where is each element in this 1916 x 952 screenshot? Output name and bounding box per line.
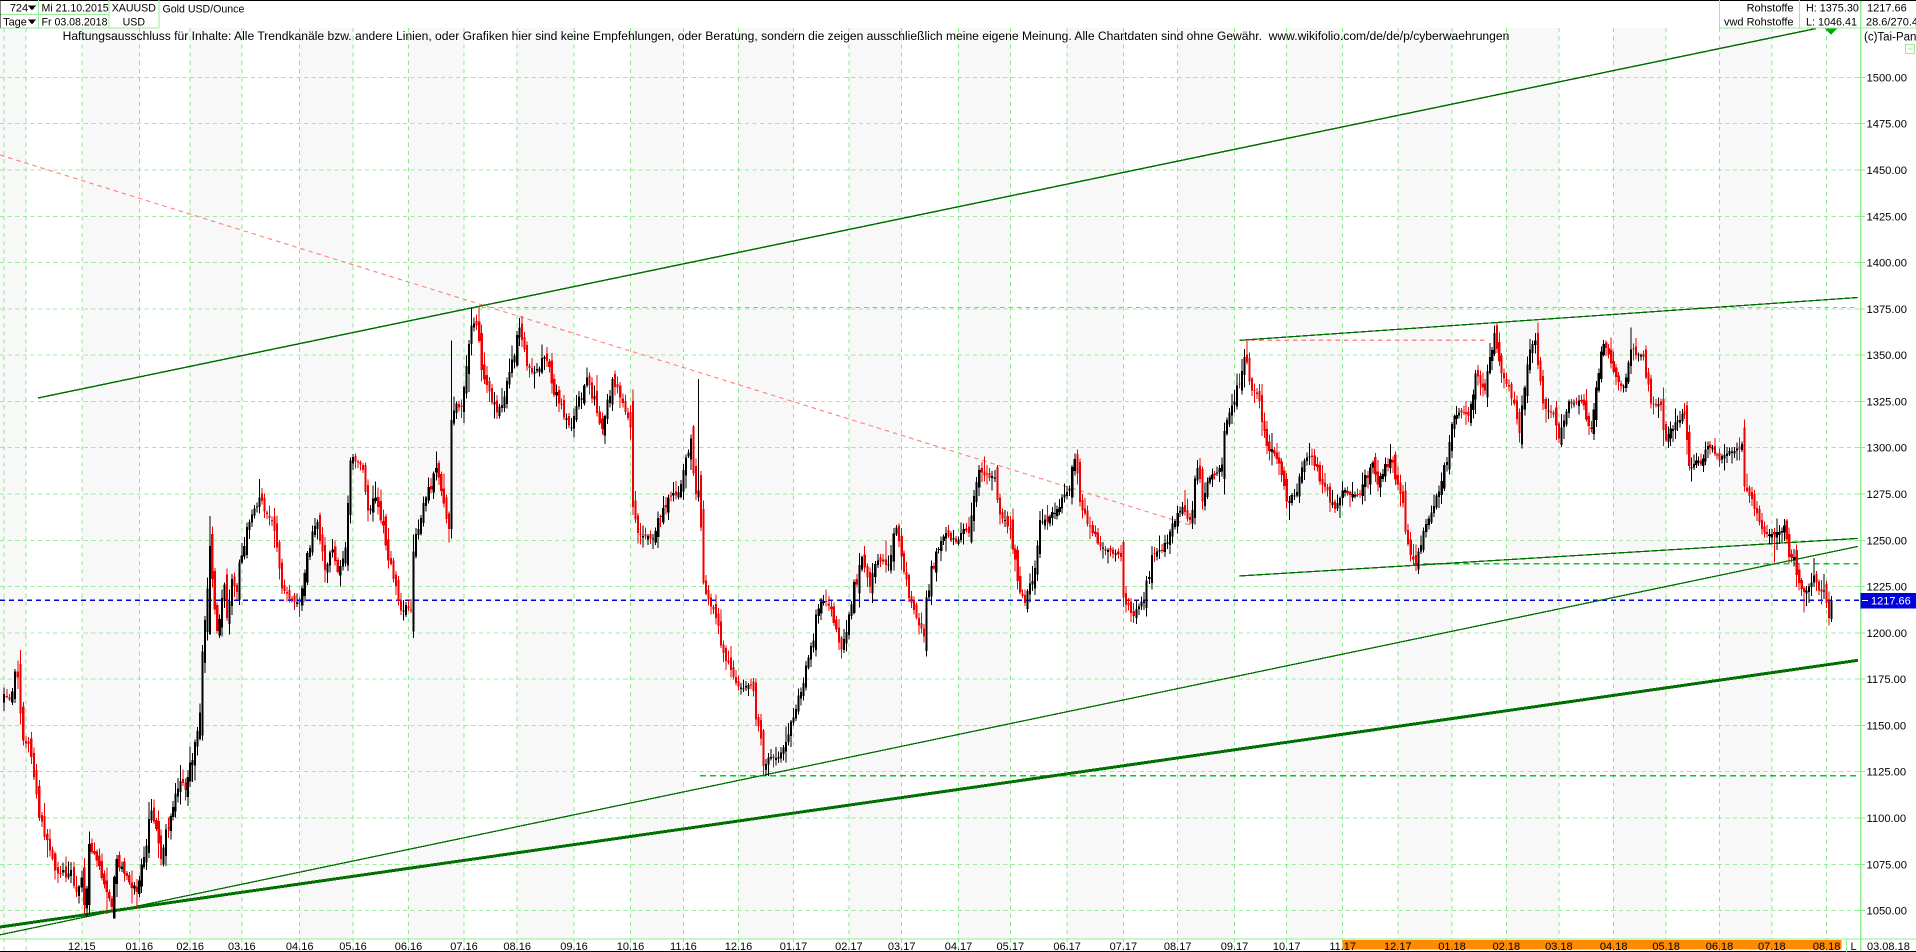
svg-text:1050.00: 1050.00: [1867, 906, 1907, 918]
svg-text:1425.00: 1425.00: [1867, 211, 1907, 223]
svg-text:05.17: 05.17: [997, 941, 1025, 952]
svg-text:1475.00: 1475.00: [1867, 119, 1907, 131]
svg-text:1175.00: 1175.00: [1867, 674, 1907, 686]
svg-text:03.16: 03.16: [228, 941, 256, 952]
svg-text:Rohstoffe: Rohstoffe: [1747, 3, 1794, 15]
svg-text:10.17: 10.17: [1273, 941, 1301, 952]
svg-text:1200.00: 1200.00: [1867, 628, 1907, 640]
svg-text:02.18: 02.18: [1493, 941, 1521, 952]
svg-text:03.08.18: 03.08.18: [1867, 941, 1910, 952]
svg-text:1250.00: 1250.00: [1867, 535, 1907, 547]
svg-text:06.18: 06.18: [1706, 941, 1734, 952]
svg-text:1075.00: 1075.00: [1867, 859, 1907, 871]
svg-text:08.16: 08.16: [503, 941, 531, 952]
svg-text:1500.00: 1500.00: [1867, 72, 1907, 84]
svg-text:724: 724: [10, 3, 28, 15]
svg-text:1450.00: 1450.00: [1867, 165, 1907, 177]
svg-text:07.17: 07.17: [1110, 941, 1138, 952]
svg-text:vwd Rohstoffe: vwd Rohstoffe: [1724, 17, 1794, 29]
svg-text:04.16: 04.16: [286, 941, 314, 952]
svg-text:05.16: 05.16: [339, 941, 367, 952]
svg-text:08.18: 08.18: [1813, 941, 1841, 952]
svg-text:08.17: 08.17: [1164, 941, 1192, 952]
svg-text:XAUUSD: XAUUSD: [112, 3, 156, 15]
svg-text:L: 1046.41: L: 1046.41: [1806, 17, 1857, 29]
svg-text:USD: USD: [123, 17, 146, 29]
svg-text:04.18: 04.18: [1600, 941, 1628, 952]
svg-text:01.16: 01.16: [126, 941, 154, 952]
svg-text:09.16: 09.16: [560, 941, 588, 952]
svg-text:11.16: 11.16: [670, 941, 697, 952]
svg-text:12.17: 12.17: [1384, 941, 1412, 952]
svg-text:1350.00: 1350.00: [1867, 350, 1907, 362]
svg-text:03.18: 03.18: [1545, 941, 1573, 952]
svg-text:1217.66: 1217.66: [1871, 596, 1911, 608]
svg-text:28.6/270.4: 28.6/270.4: [1866, 17, 1916, 29]
svg-text:1400.00: 1400.00: [1867, 258, 1907, 270]
svg-text:11.17: 11.17: [1329, 941, 1356, 952]
svg-text:1225.00: 1225.00: [1867, 582, 1907, 594]
svg-text:1300.00: 1300.00: [1867, 443, 1907, 455]
svg-text:07.18: 07.18: [1758, 941, 1786, 952]
svg-text:05.18: 05.18: [1652, 941, 1680, 952]
svg-text:04.17: 04.17: [945, 941, 973, 952]
svg-text:Haftungsausschluss für Inhalte: Haftungsausschluss für Inhalte: Alle Tre…: [63, 29, 1510, 43]
svg-text:L: L: [1850, 941, 1856, 952]
svg-text:(c)Tai-Pan: (c)Tai-Pan: [1864, 32, 1916, 44]
svg-text:12.15: 12.15: [68, 941, 96, 952]
svg-text:07.16: 07.16: [450, 941, 478, 952]
svg-text:01.17: 01.17: [780, 941, 808, 952]
svg-text:02.17: 02.17: [835, 941, 863, 952]
svg-text:10.16: 10.16: [617, 941, 645, 952]
svg-text:1325.00: 1325.00: [1867, 396, 1907, 408]
svg-text:03.17: 03.17: [888, 941, 916, 952]
svg-text:1125.00: 1125.00: [1867, 767, 1907, 779]
svg-text:1100.00: 1100.00: [1867, 813, 1907, 825]
svg-text:Gold USD/Ounce: Gold USD/Ounce: [163, 4, 245, 16]
svg-text:Fr 03.08.2018: Fr 03.08.2018: [42, 17, 108, 29]
svg-text:12.16: 12.16: [725, 941, 753, 952]
svg-text:01.18: 01.18: [1438, 941, 1466, 952]
svg-text:06.17: 06.17: [1053, 941, 1081, 952]
svg-text:09.17: 09.17: [1221, 941, 1249, 952]
svg-text:1275.00: 1275.00: [1867, 489, 1907, 501]
svg-text:Tage: Tage: [3, 17, 27, 29]
svg-text:H: 1375.30: H: 1375.30: [1806, 3, 1859, 15]
svg-text:1217.66: 1217.66: [1867, 3, 1907, 15]
svg-text:1375.00: 1375.00: [1867, 304, 1907, 316]
svg-text:Mi 21.10.2015: Mi 21.10.2015: [42, 3, 109, 15]
svg-text:1150.00: 1150.00: [1867, 720, 1907, 732]
svg-text:06.16: 06.16: [395, 941, 423, 952]
svg-text:02.16: 02.16: [176, 941, 204, 952]
